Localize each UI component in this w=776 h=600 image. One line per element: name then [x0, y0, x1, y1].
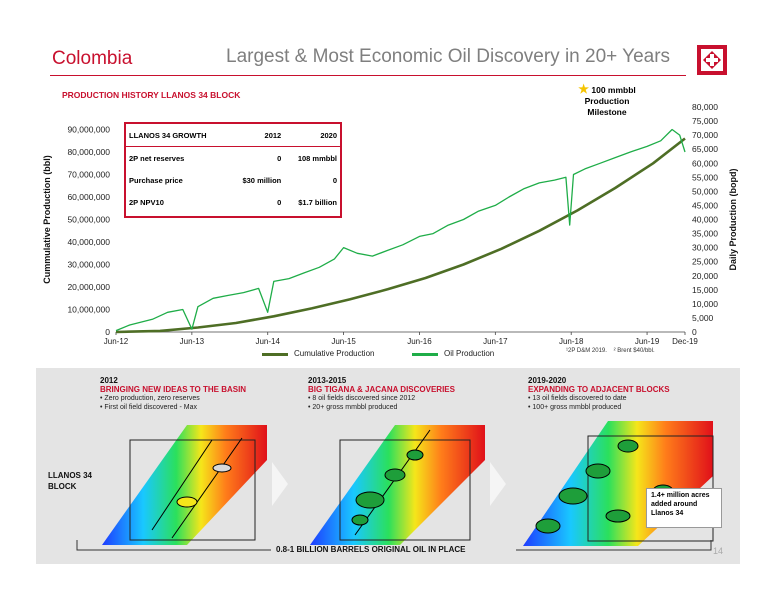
x-tick-label: Jun-14 — [255, 337, 280, 346]
y2-tick-label: 15,000 — [692, 285, 718, 295]
chart-title: PRODUCTION HISTORY LLANOS 34 BLOCK — [62, 90, 241, 100]
table-cell: Purchase price — [129, 175, 183, 185]
company-logo — [697, 45, 727, 75]
y2-tick-label: 5,000 — [692, 313, 714, 323]
legend-swatch-cumulative — [262, 353, 288, 356]
stage-year: 2013-2015 — [308, 376, 347, 385]
stage-bullet: • First oil field discovered - Max — [100, 404, 197, 411]
table-cell: $1.7 billion — [298, 197, 337, 207]
stage-bullet: • 13 oil fields discovered to date — [528, 395, 627, 402]
block-label: LLANOS 34 BLOCK — [48, 471, 93, 491]
section-title: Colombia — [52, 48, 133, 69]
y2-tick-label: 0 — [692, 327, 697, 337]
acres-note: 1.4+ million acres added around Llanos 3… — [646, 488, 722, 528]
y2-tick-label: 50,000 — [692, 186, 718, 196]
y-tick-label: 20,000,000 — [67, 282, 110, 292]
page-number: 14 — [713, 546, 724, 556]
headline: Largest & Most Economic Oil Discovery in… — [226, 46, 671, 67]
chevron-right-icon — [490, 462, 506, 506]
y-tick-label: 70,000,000 — [67, 170, 110, 180]
stage-2013-2015: 2013-2015 BIG TIGANA & JACANA DISCOVERIE… — [308, 376, 508, 412]
table-cell: 108 mmbbl — [297, 153, 337, 163]
x-tick-label: Dec-19 — [672, 337, 698, 346]
stage-bullet: • Zero production, zero reserves — [100, 395, 200, 402]
y-axis-label: Cummulative Production (bbl) — [42, 155, 52, 284]
stage-2012: 2012 BRINGING NEW IDEAS TO THE BASIN • Z… — [100, 376, 290, 412]
y-tick-label: 50,000,000 — [67, 215, 110, 225]
stage-heading: BIG TIGANA & JACANA DISCOVERIES — [308, 385, 455, 394]
milestone-line1: 100 mmbbl — [591, 85, 636, 95]
y2-tick-label: 70,000 — [692, 130, 718, 140]
stage-year: 2012 — [100, 376, 118, 385]
y-tick-label: 0 — [105, 327, 110, 337]
legend-swatch-oil — [412, 353, 438, 356]
footnotes: ¹2P D&M 2019. ² Brent $40/bbl. — [566, 348, 655, 354]
table-cell: 2P NPV10 — [129, 197, 164, 207]
growth-header-label: LLANOS 34 GROWTH — [126, 124, 230, 147]
y2-tick-label: 20,000 — [692, 271, 718, 281]
x-tick-label: Jun-13 — [180, 337, 205, 346]
x-tick-label: Jun-15 — [331, 337, 356, 346]
series-line-cumulative-production — [115, 137, 686, 334]
x-tick-label: Jun-19 — [635, 337, 660, 346]
table-cell: $30 million — [242, 175, 282, 185]
star-icon: ★ — [578, 82, 589, 96]
growth-header-2020: 2020 — [284, 124, 340, 147]
chevron-right-icon — [272, 462, 288, 506]
ooip-label: 0.8-1 BILLION BARRELS ORIGINAL OIL IN PL… — [276, 545, 466, 554]
y2-tick-label: 55,000 — [692, 172, 718, 182]
y-tick-label: 60,000,000 — [67, 192, 110, 202]
y-tick-label: 80,000,000 — [67, 147, 110, 157]
stage-2019-2020: 2019-2020 EXPANDING TO ADJACENT BLOCKS •… — [528, 376, 728, 412]
growth-table: LLANOS 34 GROWTH 2012 2020 2P net reserv… — [124, 122, 342, 218]
production-chart: 0 10,000,000 20,000,000 30,000,000 40,000,00… — [42, 102, 738, 346]
y2-tick-label: 45,000 — [692, 200, 718, 210]
milestone-label: ★ 100 mmbbl Production Milestone — [566, 82, 648, 118]
x-tick-label: Jun-17 — [483, 337, 508, 346]
stage-bullet: • 100+ gross mmbbl produced — [528, 404, 622, 411]
stage-heading: EXPANDING TO ADJACENT BLOCKS — [528, 385, 670, 394]
stage-heading: BRINGING NEW IDEAS TO THE BASIN — [100, 385, 247, 394]
y-tick-label: 90,000,000 — [67, 125, 110, 135]
x-tick-label: Jun-16 — [407, 337, 432, 346]
y-tick-label: 10,000,000 — [67, 305, 110, 315]
y2-tick-label: 65,000 — [692, 144, 718, 154]
footnote-2: ² Brent $40/bbl. — [613, 348, 655, 354]
footnote-1: ¹2P D&M 2019. — [566, 348, 607, 354]
growth-header-2012: 2012 — [229, 124, 285, 147]
x-tick-label: Jun-12 — [104, 337, 129, 346]
y2-tick-label: 80,000 — [692, 102, 718, 112]
stage-bullet: • 20+ gross mmbbl produced — [308, 404, 398, 411]
y-tick-label: 30,000,000 — [67, 260, 110, 270]
y2-tick-label: 40,000 — [692, 215, 718, 225]
y2-tick-label: 60,000 — [692, 158, 718, 168]
y2-tick-label: 10,000 — [692, 299, 718, 309]
stage-year: 2019-2020 — [528, 376, 567, 385]
y2-tick-label: 30,000 — [692, 243, 718, 253]
y2-tick-label: 25,000 — [692, 257, 718, 267]
milestone-line2: Production Milestone — [584, 96, 630, 117]
map-2012 — [102, 425, 267, 545]
table-cell: 0 — [332, 175, 337, 185]
table-cell: 0 — [277, 153, 282, 163]
y-tick-label: 40,000,000 — [67, 237, 110, 247]
y2-tick-label: 75,000 — [692, 116, 718, 126]
y2-tick-label: 35,000 — [692, 229, 718, 239]
map-2019-2020 — [523, 421, 714, 546]
map-2013-2015 — [310, 425, 485, 545]
y2-axis-label: Daily Production (bopd) — [728, 169, 738, 271]
x-tick-label: Jun-18 — [559, 337, 584, 346]
ooip-bracket — [76, 540, 712, 551]
table-cell: 0 — [277, 197, 282, 207]
legend-cumulative: Cumulative Production — [294, 349, 375, 358]
series-line-oil-production — [115, 128, 686, 332]
legend-oil: Oil Production — [444, 349, 495, 358]
table-cell: 2P net reserves — [129, 153, 185, 163]
title-divider — [50, 75, 686, 76]
stage-bullet: • 8 oil fields discovered since 2012 — [308, 395, 416, 402]
